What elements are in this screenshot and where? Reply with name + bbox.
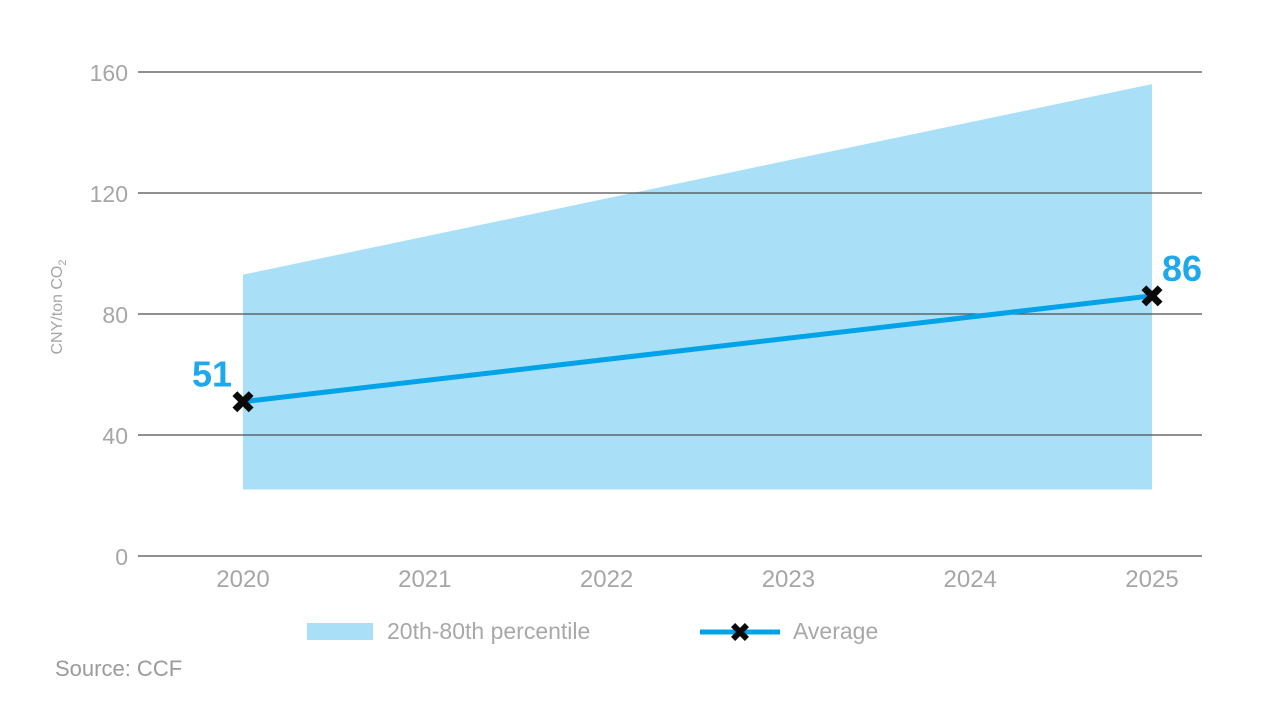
x-tick-label-2020: 2020 [216, 566, 269, 593]
legend-item-average: Average [700, 618, 878, 645]
y-tick-label-0: 0 [115, 544, 128, 570]
average-point-marker-2020-icon [232, 391, 254, 413]
average-point-marker-2025-icon [1141, 285, 1163, 307]
percentile-band-area [243, 84, 1152, 490]
x-tick-label-2024: 2024 [944, 566, 997, 593]
x-tick-label-2021: 2021 [398, 566, 451, 593]
average-point-label-2025: 86 [1162, 248, 1202, 289]
x-tick-label-2023: 2023 [762, 566, 815, 593]
y-tick-label-120: 120 [90, 181, 128, 207]
average-line [242, 293, 1153, 405]
y-tick-label-160: 160 [90, 60, 128, 86]
average-point-label-2020: 51 [192, 354, 232, 395]
carbon-price-chart: 0 40 80 120 160 2020 2021 2022 2023 2024 2025 CNY/t… [49, 60, 1202, 593]
y-tick-label-40: 40 [102, 423, 128, 449]
y-axis-title: CNY/ton CO2 [49, 259, 69, 354]
legend-label-percentile: 20th-80th percentile [387, 618, 591, 644]
y-tick-label-80: 80 [102, 302, 128, 328]
x-tick-label-2022: 2022 [580, 566, 633, 593]
legend-item-percentile: 20th-80th percentile [307, 618, 590, 645]
average-line-sample-icon [700, 622, 780, 641]
percentile-band-swatch-icon [307, 623, 373, 640]
source-note: Source: CCF [55, 656, 183, 681]
x-marker-icon [731, 622, 749, 641]
legend-label-average: Average [793, 618, 879, 644]
x-tick-label-2025: 2025 [1125, 566, 1178, 593]
